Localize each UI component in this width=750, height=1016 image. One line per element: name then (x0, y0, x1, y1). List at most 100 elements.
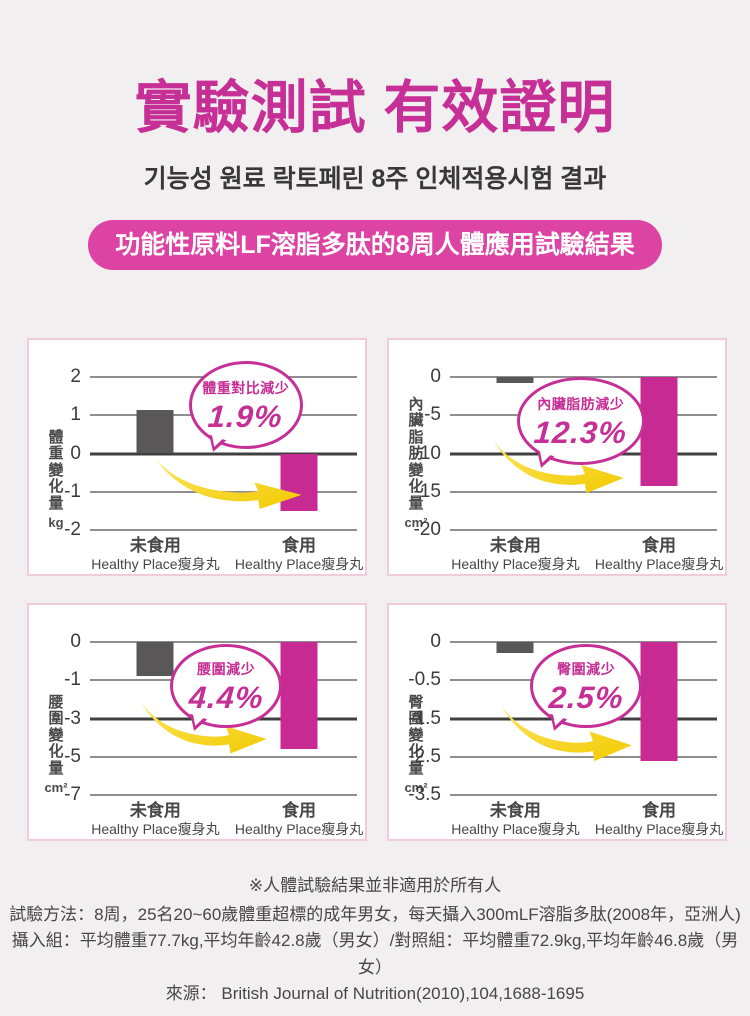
chart-waist-change: 腰圍變化量 cm² 0 -1 -3 -5 -7 未食用 Healthy Place瘦身丸 食用 He… (27, 603, 367, 841)
axis-unit: cm² (404, 515, 428, 530)
y-axis-label: 內臟脂肪變化量 cm² (395, 396, 437, 530)
category-label: 未食用 Healthy Place瘦身丸 (451, 535, 579, 573)
callout-label: 體重對比減少 (202, 380, 290, 396)
tick-label: -0.5 (408, 669, 441, 691)
gridline (450, 641, 717, 643)
axis-unit: kg (48, 515, 64, 530)
tick-label: 0 (430, 631, 441, 652)
category-line2: Healthy Place瘦身丸 (451, 556, 580, 572)
trend-arrow-icon (135, 700, 269, 754)
trend-arrow-icon (149, 457, 304, 509)
axis-label-char: 腰 (48, 693, 64, 711)
category-line1: 食用 (282, 801, 317, 820)
bar-control (496, 377, 534, 384)
category-label: 未食用 Healthy Place瘦身丸 (91, 535, 219, 573)
tick-label: -2.5 (408, 745, 441, 767)
category-line2: Healthy Place瘦身丸 (451, 821, 580, 837)
bar-control (136, 642, 174, 677)
tick-label: -5 (424, 404, 441, 426)
axis-label-char: 量 (48, 759, 64, 777)
tick-label: -5 (64, 745, 81, 767)
axis-unit: cm² (404, 780, 428, 795)
gridline (90, 641, 357, 643)
axis-label-char: 量 (408, 759, 424, 777)
chart-visceral-fat-change: 內臟脂肪變化量 cm² 0 -5 -10 -15 -20 未食用 Healthy Place瘦身… (387, 338, 727, 576)
tick-label: -10 (413, 442, 441, 464)
plot-area: 0 -1 -3 -5 -7 未食用 Healthy Place瘦身丸 食用 Healthy Pl… (64, 631, 363, 837)
category-label: 食用 Healthy Place瘦身丸 (235, 535, 363, 573)
footnotes: ※人體試驗結果並非適用於所有人 試驗方法：8周，25名20~60歲體重超標的成年… (0, 873, 750, 1008)
footnote-groups: 攝入組：平均體重77.7kg,平均年齡42.8歲（男女）/對照組：平均體重72.… (11, 931, 739, 977)
callout-label: 臀圍減少 (557, 661, 616, 677)
axis-label-char: 化 (408, 743, 424, 760)
category-line1: 未食用 (489, 801, 541, 820)
category-label: 食用 Healthy Place瘦身丸 (595, 800, 723, 838)
plot-area: 0 -5 -10 -15 -20 未食用 Healthy Place瘦身丸 食用 Healthy… (414, 366, 724, 572)
callout-percent: 1.9% (207, 399, 285, 434)
callout-bubble: 內臟脂肪減少 12.3% (516, 377, 645, 480)
axis-label-char: 化 (48, 743, 64, 760)
gridline (90, 755, 357, 758)
tick-label: -1.5 (408, 707, 441, 729)
tick-label: 0 (430, 366, 441, 387)
category-line1: 未食用 (489, 536, 541, 555)
callout-percent: 2.5% (547, 680, 625, 715)
page-title: 實驗測試 有效證明 (134, 76, 616, 140)
bar-control (136, 409, 174, 454)
y-axis-label: 臀圍變化量 cm² (395, 694, 437, 795)
category-line2: Healthy Place瘦身丸 (234, 556, 364, 572)
tick-label: -7 (64, 784, 81, 805)
axis-label-char: 脂 (408, 428, 424, 446)
subtitle-korean: 기능성 원료 락토페린 8주 인체적용시험 결과 (143, 165, 607, 193)
tick-label: -3.5 (408, 784, 441, 805)
tick-label: 0 (70, 442, 81, 464)
tick-label: -1 (64, 480, 81, 502)
trend-arrow-icon (495, 703, 634, 762)
category-line1: 食用 (282, 536, 317, 555)
category-line1: 食用 (642, 536, 677, 555)
category-line1: 未食用 (129, 536, 181, 555)
chart-hip-change: 臀圍變化量 cm² 0 -0.5 -1.5 -2.5 -3.5 未食用 Healthy Plac… (387, 603, 727, 841)
axis-label-char: 變 (48, 461, 64, 479)
bar-control (496, 642, 534, 654)
callout-percent: 4.4% (187, 680, 265, 715)
axis-label-char: 重 (48, 445, 64, 462)
y-axis-label: 體重變化量 kg (35, 429, 77, 530)
axis-label-char: 臟 (408, 412, 424, 429)
tick-label: -2 (64, 519, 81, 540)
gridline (450, 529, 717, 531)
gridline (450, 794, 717, 796)
category-label: 未食用 Healthy Place瘦身丸 (91, 800, 219, 838)
axis-label-char: 圍 (48, 710, 64, 727)
category-line1: 食用 (642, 801, 677, 820)
callout-percent: 12.3% (533, 415, 629, 450)
category-line1: 未食用 (129, 801, 181, 820)
axis-unit: cm² (44, 780, 68, 795)
plot-area: 2 1 0 -1 -2 未食用 Healthy Place瘦身丸 食用 Healthy Plac… (64, 361, 363, 572)
tick-label: -15 (413, 480, 441, 502)
axis-label-char: 圍 (408, 710, 424, 727)
axis-label-char: 變 (408, 726, 424, 744)
y-axis-label: 腰圍變化量 cm² (35, 693, 77, 795)
category-line2: Healthy Place瘦身丸 (594, 556, 724, 572)
bar-treatment (280, 453, 318, 511)
callout-bubble: 體重對比減少 1.9% (188, 361, 303, 464)
tick-label: -1 (64, 669, 81, 691)
gridline (90, 529, 357, 531)
category-label: 食用 Healthy Place瘦身丸 (235, 800, 363, 838)
category-line2: Healthy Place瘦身丸 (234, 821, 364, 837)
category-label: 食用 Healthy Place瘦身丸 (595, 535, 723, 573)
plot-area: 0 -0.5 -1.5 -2.5 -3.5 未食用 Healthy Place瘦身丸 食用 He… (408, 631, 723, 837)
gridline (450, 755, 717, 758)
chart-weight-change: 體重變化量 kg 2 1 0 -1 -2 未食用 Healthy Place瘦身丸 食用 Healt… (27, 338, 367, 576)
axis-label-char: 變 (48, 726, 64, 744)
banner-pill: 功能性原料LF溶脂多肽的8周人體應用試驗結果 (88, 220, 662, 270)
category-line2: Healthy Place瘦身丸 (594, 821, 724, 837)
bar-treatment (280, 642, 318, 750)
bar-treatment (640, 377, 678, 486)
callout-bubble: 腰圍減少 4.4% (170, 644, 283, 743)
tick-label: 2 (70, 366, 81, 387)
callout-bubble: 臀圍減少 2.5% (530, 644, 643, 743)
axis-label-char: 變 (408, 461, 424, 479)
